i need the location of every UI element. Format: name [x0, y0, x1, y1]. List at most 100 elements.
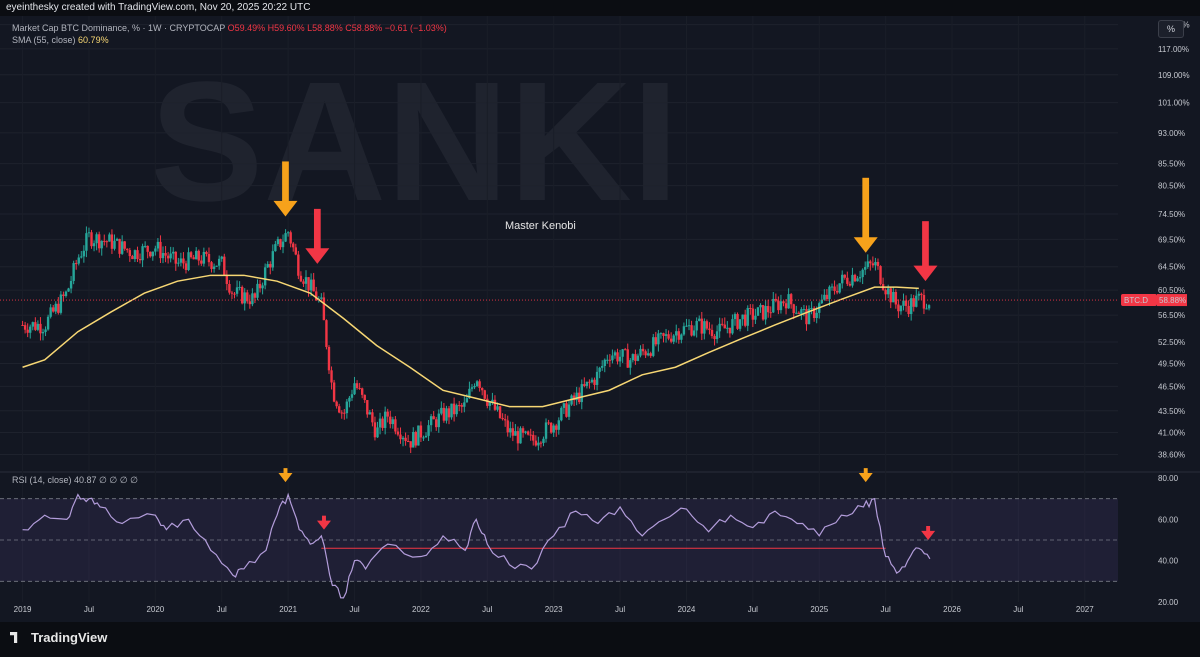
candle-body	[299, 275, 303, 282]
candle-body	[572, 395, 576, 401]
candle-body	[641, 348, 645, 352]
candle-body	[907, 305, 910, 315]
percent-scale-button[interactable]: %	[1158, 20, 1184, 38]
candle-body	[52, 307, 55, 312]
candle-body	[131, 256, 134, 260]
candle-body	[29, 326, 32, 333]
candle-body	[240, 286, 244, 304]
candle-body	[922, 295, 926, 309]
candle-body	[764, 306, 767, 320]
rsi-arrow-red-2025	[921, 526, 936, 540]
candle-body	[503, 419, 507, 421]
tradingview-logo-icon	[10, 632, 18, 643]
candle-body	[325, 320, 328, 347]
candle-body	[373, 422, 377, 438]
rsi-arrow-orange-2021-head	[278, 473, 293, 483]
candle-body	[864, 267, 867, 270]
candle-body	[631, 354, 635, 361]
candle-body	[491, 399, 494, 402]
rsi-y-tick-label: 40.00	[1158, 557, 1179, 566]
candle-body	[889, 288, 892, 303]
x-tick-label: 2024	[678, 605, 696, 614]
y-tick-label: 64.50%	[1158, 263, 1185, 272]
rsi-line	[22, 492, 931, 599]
candle-body	[652, 337, 655, 356]
candle-body	[866, 261, 869, 268]
candle-body	[851, 274, 854, 286]
candle-body	[253, 293, 257, 298]
rsi-arrow-red-2025-shaft	[926, 526, 931, 533]
candle-body	[496, 406, 499, 410]
candle-body	[884, 289, 887, 295]
candle-body	[366, 400, 369, 415]
y-tick-label: 60.50%	[1158, 286, 1185, 295]
rsi-arrow-orange-2025-head	[858, 473, 873, 483]
candle-body	[146, 245, 149, 252]
candle-body	[560, 407, 563, 421]
candle-body	[335, 401, 338, 407]
candle-body	[223, 256, 226, 276]
candle-body	[629, 360, 632, 368]
rsi-legend: RSI (14, close) 40.87 ∅ ∅ ∅ ∅	[12, 475, 138, 485]
candle-body	[721, 323, 724, 325]
candle-body	[812, 307, 816, 319]
candle-body	[835, 290, 839, 293]
candle-body	[509, 428, 512, 433]
candle-body	[297, 254, 300, 276]
candle-body	[184, 263, 188, 271]
rsi-arrow-red-2021	[316, 515, 331, 530]
rsi-y-tick-label: 20.00	[1158, 598, 1179, 607]
candle-body	[332, 382, 336, 402]
candle-body	[506, 420, 509, 433]
candle-body	[465, 398, 469, 403]
candle-body	[526, 431, 530, 435]
candle-body	[427, 425, 430, 436]
x-tick-label: 2022	[412, 605, 430, 614]
candle-body	[169, 253, 172, 259]
candle-body	[378, 418, 382, 428]
candle-body	[667, 334, 670, 339]
rsi-band	[0, 498, 1118, 582]
candle-body	[590, 379, 594, 383]
candle-body	[498, 406, 502, 418]
candle-body	[271, 251, 275, 268]
rsi-arrow-red-2025-head	[921, 530, 936, 540]
candle-body	[874, 261, 877, 266]
y-tick-label: 69.50%	[1158, 235, 1185, 244]
candle-body	[182, 258, 185, 264]
candle-body	[493, 399, 497, 410]
candle-body	[795, 312, 798, 314]
candle-body	[606, 359, 609, 361]
candle-body	[225, 275, 229, 284]
candle-body	[406, 441, 410, 443]
candle-body	[210, 262, 213, 269]
candle-body	[463, 402, 466, 407]
candle-body	[205, 251, 208, 255]
footer-bar	[0, 622, 1200, 657]
candle-body	[705, 321, 709, 329]
candle-body	[856, 278, 859, 282]
candle-body	[450, 403, 453, 418]
candle-body	[141, 246, 144, 261]
candle-body	[327, 346, 331, 371]
y-tick-label: 46.50%	[1158, 382, 1185, 391]
candle-body	[82, 250, 86, 257]
candle-body	[417, 425, 420, 446]
candle-body	[654, 337, 658, 345]
candle-body	[917, 293, 921, 296]
candle-body	[549, 422, 553, 433]
candle-body	[394, 419, 397, 432]
price-label-bg	[1121, 294, 1157, 307]
candle-body	[593, 379, 596, 385]
candle-body	[909, 298, 913, 315]
candle-body	[692, 330, 696, 336]
candle-body	[233, 293, 236, 295]
candle-body	[389, 416, 392, 425]
candle-body	[782, 301, 785, 304]
candle-body	[682, 326, 686, 335]
candle-body	[383, 411, 387, 428]
candle-body	[787, 294, 790, 309]
candle-body	[529, 434, 532, 436]
candle-body	[519, 428, 522, 444]
